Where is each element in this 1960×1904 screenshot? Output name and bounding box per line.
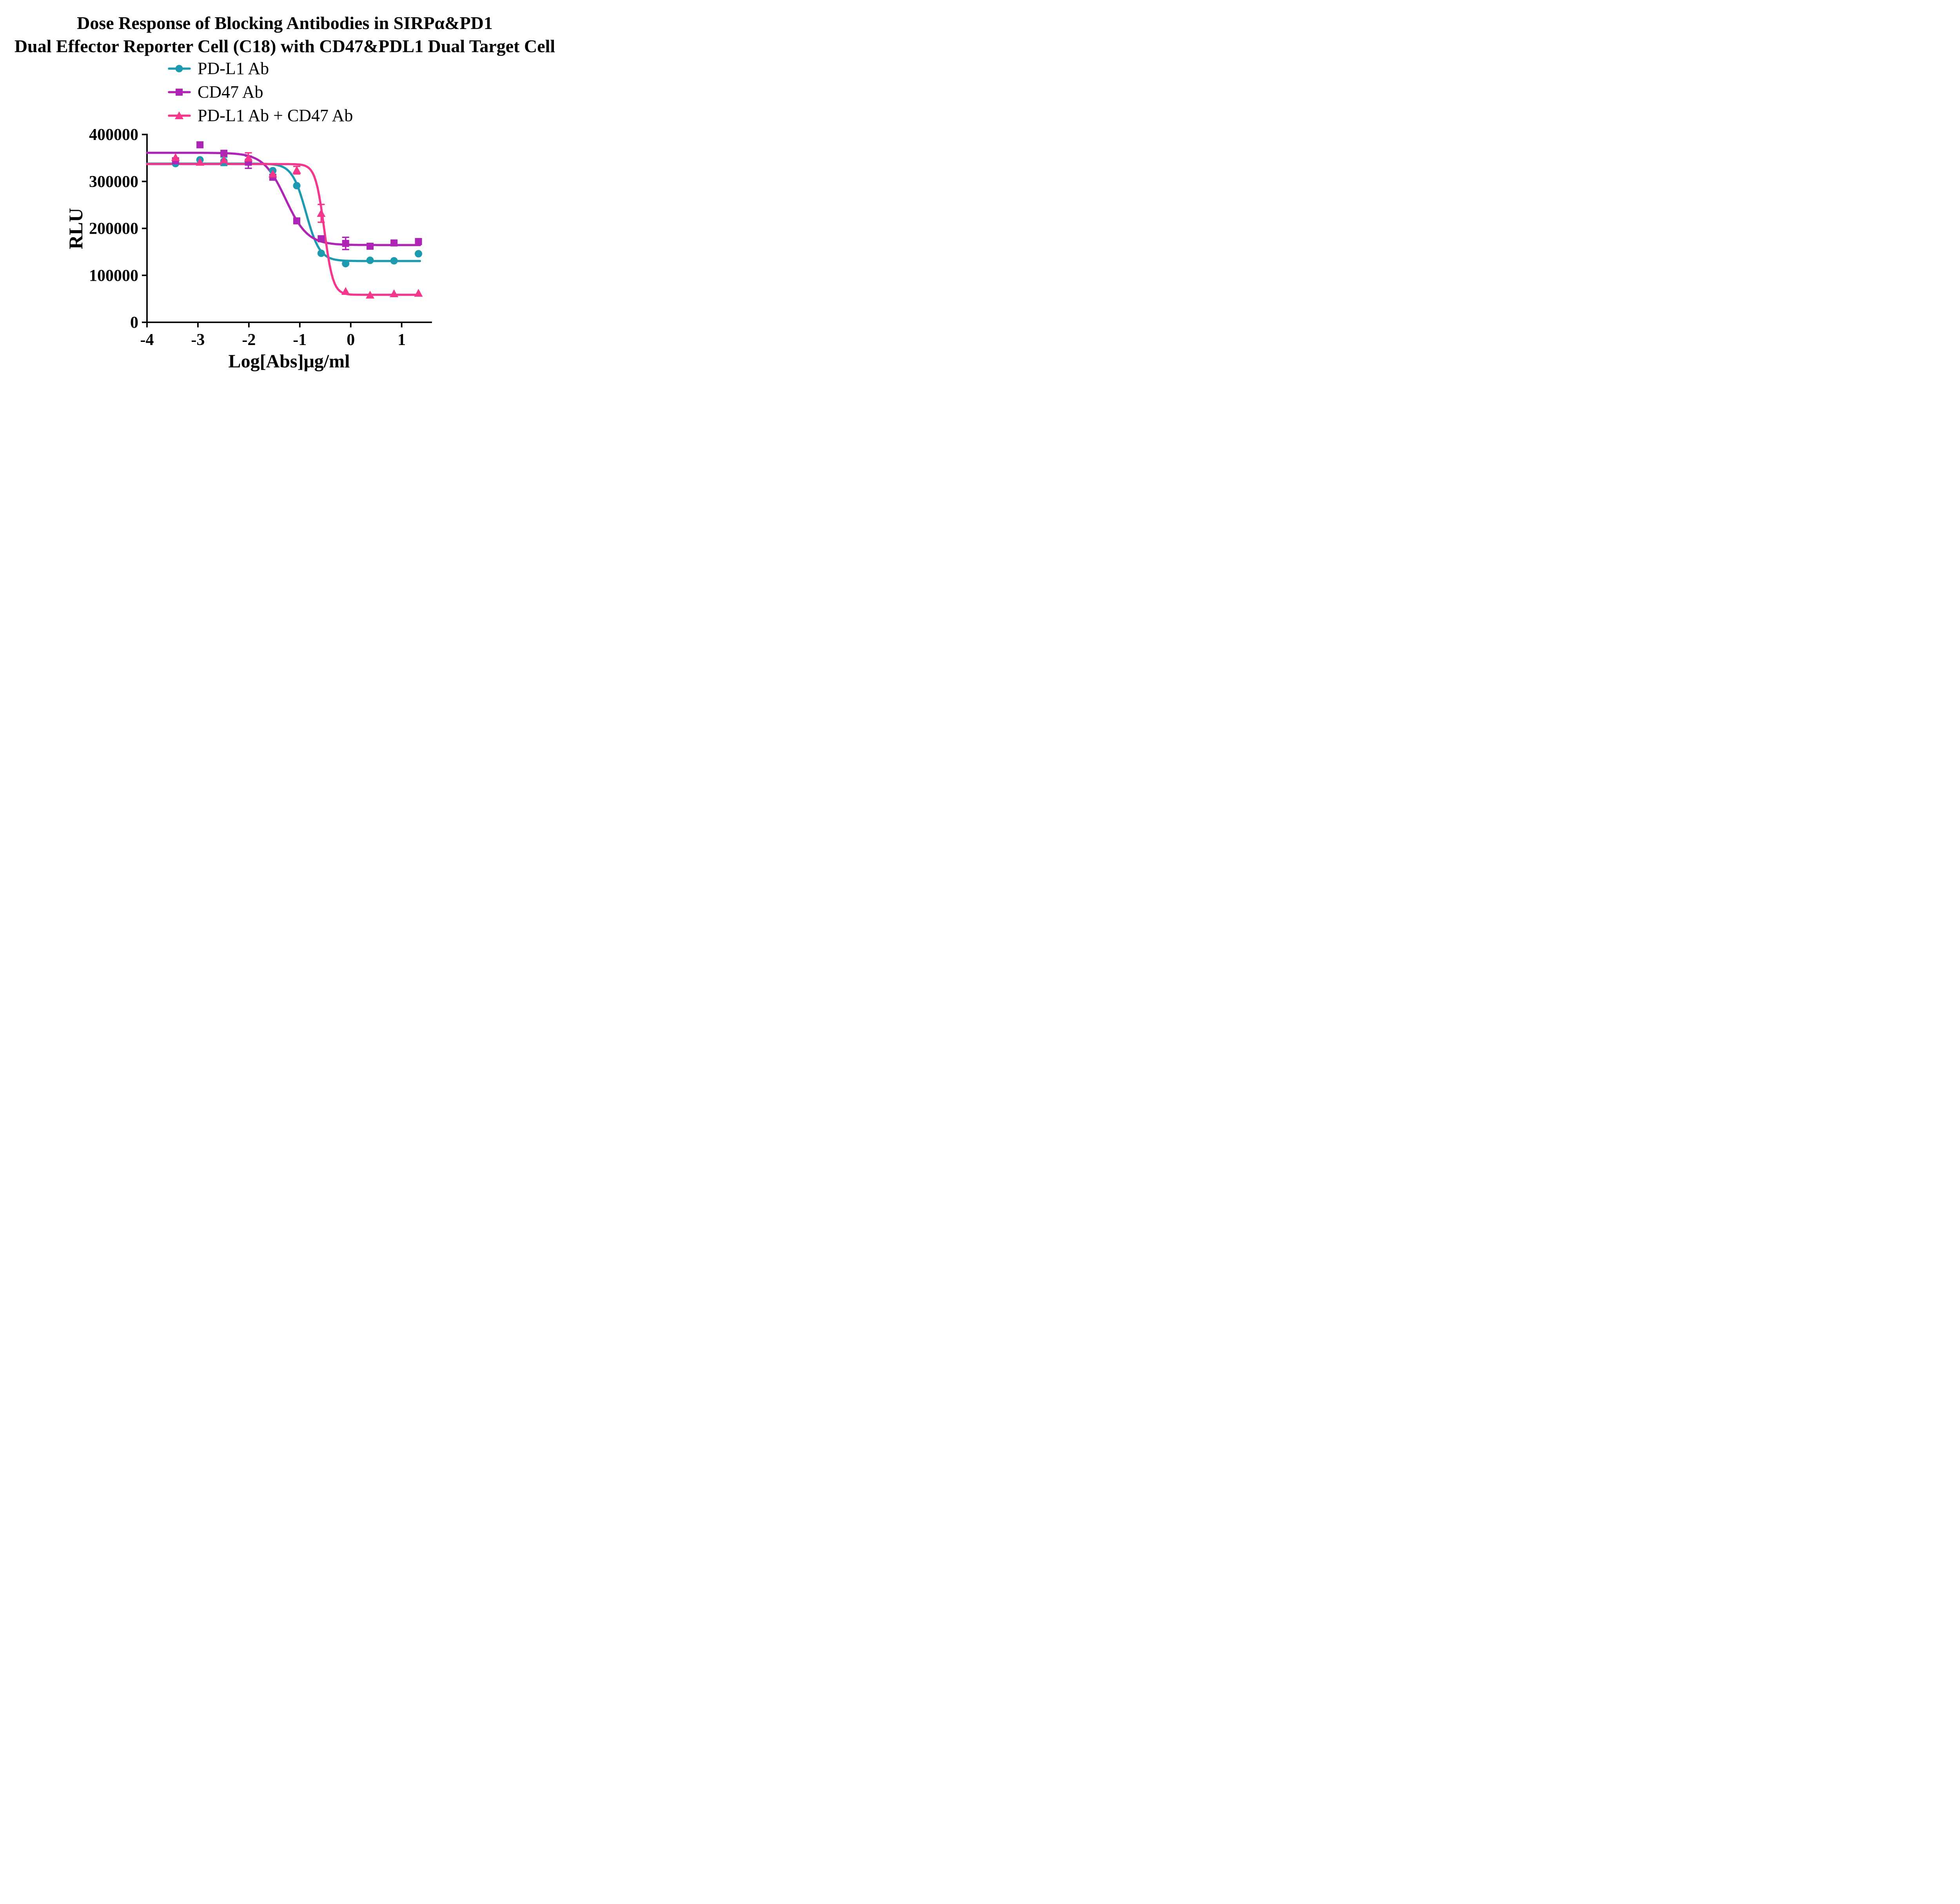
fit-curve-series-0 [146, 162, 421, 262]
fit-curve-series-2 [146, 163, 421, 296]
data-point-circle [366, 256, 374, 264]
data-point-circle [415, 250, 423, 258]
legend-item-pdl1-ab: PD-L1 Ab [168, 59, 353, 78]
data-point-triangle [366, 291, 375, 299]
data-point-square [318, 235, 325, 242]
chart-title: Dose Response of Blocking Antibodies in … [0, 12, 570, 58]
data-point-circle [390, 257, 398, 265]
data-point-triangle [268, 169, 277, 178]
legend-marker-triangle-icon [168, 111, 191, 119]
y-tick-label: 100000 [89, 267, 138, 285]
data-point-square [293, 217, 300, 225]
data-point-triangle [390, 289, 399, 297]
x-tick-label: 1 [397, 331, 406, 349]
chart-title-line2: Dual Effector Reporter Cell (C18) with C… [14, 36, 555, 56]
data-point-triangle [414, 289, 423, 297]
data-point-square [176, 89, 183, 96]
legend-label-pdl1-ab: PD-L1 Ab [198, 59, 269, 78]
data-point-square [367, 243, 374, 250]
fit-curve-series-1 [146, 151, 421, 246]
legend-marker-circle-icon [168, 65, 191, 73]
x-tick-label: -4 [140, 331, 154, 349]
data-point-square [415, 238, 422, 245]
y-tick-label: 0 [130, 314, 138, 332]
legend-item-combo-ab: PD-L1 Ab + CD47 Ab [168, 106, 353, 125]
dose-response-figure: Dose Response of Blocking Antibodies in … [0, 0, 570, 381]
chart-title-line1: Dose Response of Blocking Antibodies in … [77, 13, 493, 33]
y-tick-label: 400000 [89, 126, 138, 144]
legend: PD-L1 Ab CD47 Ab PD-L1 Ab + CD47 Ab [168, 59, 353, 125]
x-tick-label: 0 [347, 331, 355, 349]
data-point-triangle [196, 158, 205, 166]
data-point-triangle [317, 209, 326, 217]
data-point-square [390, 239, 398, 247]
data-point-circle [175, 65, 183, 73]
legend-label-cd47-ab: CD47 Ab [198, 82, 263, 102]
data-point-triangle [292, 166, 301, 174]
data-point-square [196, 141, 204, 149]
data-point-square [220, 149, 228, 157]
data-point-triangle [244, 153, 253, 162]
x-axis-title: Log[Abs]μg/ml [228, 351, 350, 372]
data-point-triangle [220, 155, 229, 164]
data-point-triangle [175, 111, 183, 119]
y-tick-label: 200000 [89, 220, 138, 238]
legend-item-cd47-ab: CD47 Ab [168, 82, 353, 102]
legend-label-combo-ab: PD-L1 Ab + CD47 Ab [198, 106, 353, 125]
data-point-triangle [171, 153, 180, 161]
x-tick-label: -3 [191, 331, 205, 349]
chart-svg: -4 -3 -2 -1 0 1 0 100000 200000 300000 400000 [89, 126, 432, 349]
x-tick-label: -1 [293, 331, 307, 349]
data-point-circle [342, 260, 350, 267]
data-point-circle [317, 249, 325, 257]
x-tick-label: -2 [242, 331, 256, 349]
data-point-square [342, 240, 349, 247]
legend-marker-square-icon [168, 89, 191, 96]
data-point-circle [293, 182, 301, 190]
y-tick-label: 300000 [89, 173, 138, 191]
data-point-triangle [341, 287, 350, 295]
